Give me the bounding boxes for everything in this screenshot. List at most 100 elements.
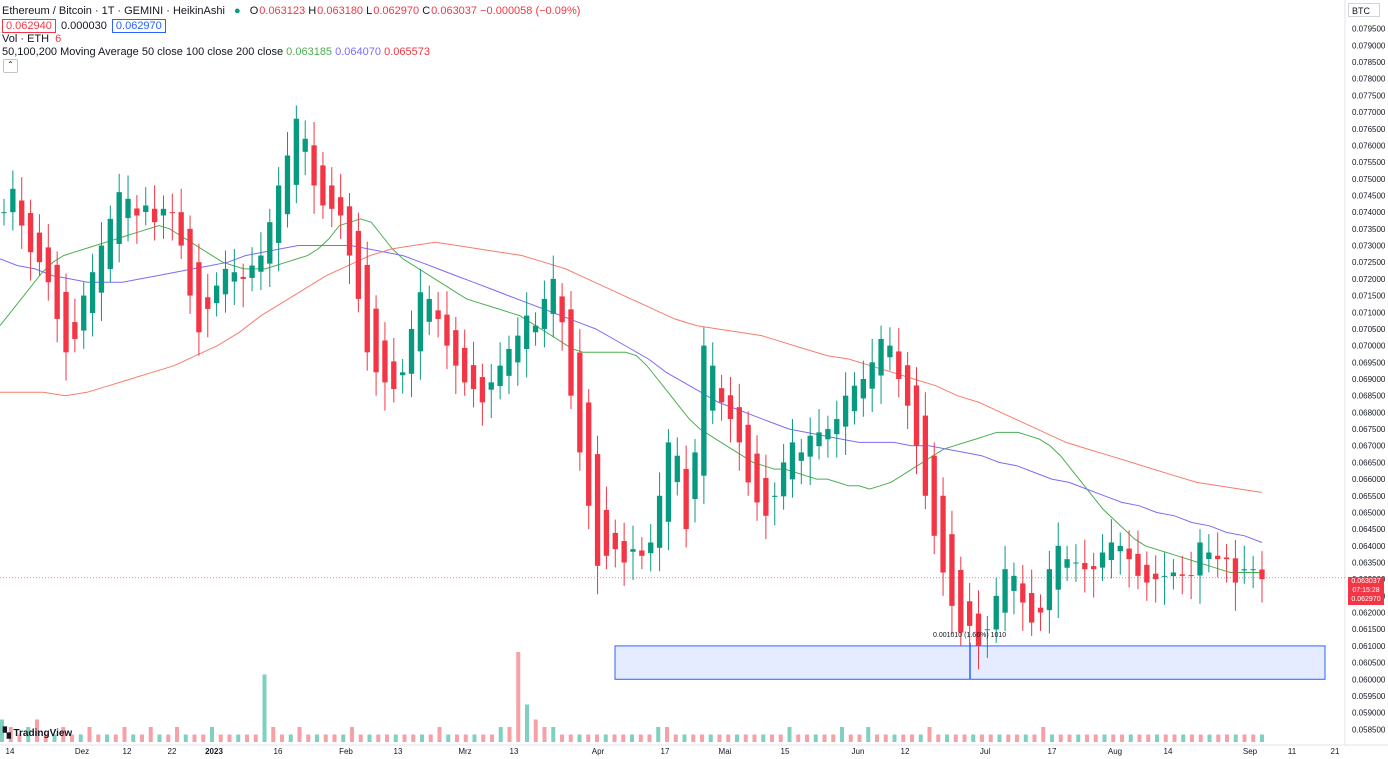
candle-body [98,245,105,293]
candle-body [302,138,308,152]
candle-body [1037,607,1044,613]
candle-body [594,454,601,566]
candle-body [1232,558,1239,583]
volume-bar [988,734,993,742]
volume-bar [551,727,556,742]
candle-body [169,212,175,214]
volume-bar [831,734,836,742]
candle-body [860,379,866,399]
candle-body [27,213,34,253]
collapse-legend-button[interactable]: ⌃ [3,59,18,73]
price-tick-label: 0.071500 [1352,292,1386,301]
volume-bar [1058,734,1063,742]
volume-bar [586,734,591,742]
candle-body [408,328,415,374]
volume-bar [1155,734,1159,742]
candle-body [417,292,424,352]
volume-bar [140,734,144,742]
buy-price-button[interactable]: 0.062970 [111,19,166,33]
sell-price-button[interactable]: 0.062940 [2,19,56,33]
candle-body [931,455,937,536]
price-tick-label: 0.068000 [1352,408,1386,417]
price-axis[interactable]: 0.079500 0.079000 0.078500 0.078000 0.077500… [1344,0,1386,745]
volume-bar [463,734,468,742]
volume-bar [201,734,206,742]
candle-body [532,325,539,333]
volume-bar [192,734,197,742]
time-tick-label: Apr [592,747,605,756]
candle-body [842,395,849,427]
currency-button[interactable]: BTC [1348,3,1380,17]
measure-range[interactable] [614,642,1326,680]
candle-body [922,415,929,496]
price-tick-label: 0.063500 [1352,559,1386,568]
candle-body [435,310,441,319]
candle-body [1091,566,1097,570]
volume-bar [971,734,976,742]
volume-bar [393,734,398,742]
candle-body [187,228,193,296]
candle-body [1029,592,1035,623]
volume-bar [875,734,879,742]
volume-bar [236,734,241,742]
volume-bar [96,734,101,742]
price-tick-label: 0.064500 [1352,525,1386,534]
volume-bar [1163,734,1168,742]
candle-body [524,315,530,350]
price-tick-label: 0.077000 [1352,108,1386,117]
candle-body [160,208,167,216]
candle-body [851,385,858,412]
volume-bar [332,734,337,742]
volume-legend[interactable]: Vol · ETH 6 [2,33,62,45]
volume-bar [367,734,372,742]
volume-bars [0,652,1264,742]
volume-bar [113,734,118,742]
volume-bar [376,734,381,742]
volume-bar [778,734,783,742]
chevron-up-icon: ⌃ [7,60,14,69]
volume-bar [105,734,109,742]
volume-bar [840,727,844,742]
candle-body [506,348,512,376]
price-tick-label: 0.078000 [1352,75,1386,84]
volume-bar [1198,734,1203,742]
price-tick-label: 0.061000 [1352,642,1386,651]
price-tick-label: 0.060500 [1352,659,1386,668]
price-tick-label: 0.074500 [1352,191,1386,200]
spread-value: 0.000030 [60,20,107,32]
symbol-title[interactable]: Ethereum / Bitcoin · 1T · GEMINI · Heiki… [2,5,225,17]
volume-bar [218,734,223,742]
price-tick-label: 0.077500 [1352,91,1386,100]
tradingview-logo[interactable]: ▚ TradingView [3,728,73,739]
candle-body [541,298,548,329]
candle-body [89,272,96,314]
candle-body [116,192,122,244]
price-tick-label: 0.065500 [1352,492,1386,501]
candle-body [1197,542,1203,576]
candle-body [984,629,991,631]
candle-body [10,188,16,213]
volume-bar [980,734,984,742]
volume-bar [175,727,179,742]
time-axis[interactable]: 14 Dez 12 22 2023 16 Feb 13 Mrz 13 Apr 17 Mai 15 Jun 12… [0,577,1388,756]
volume-bar [787,727,792,742]
volume-bar [253,734,258,742]
time-tick-label: Aug [1108,747,1122,756]
candle-body [497,365,503,387]
time-tick-label: Mai [719,747,732,756]
volume-bar [717,734,722,742]
volume-bar [271,727,276,742]
volume-bar [621,734,626,742]
candle-body [975,613,982,646]
volume-bar [752,734,757,742]
price-tick-label: 0.079000 [1352,41,1386,50]
candle-body [311,145,317,186]
candle-body [603,509,610,556]
ma-legend[interactable]: 50,100,200 Moving Average 50 close 100 c… [2,46,430,58]
price-tick-label: 0.079500 [1352,25,1386,34]
volume-bar [1102,734,1107,742]
volume-bar [411,734,416,742]
candle-body [701,345,707,476]
candle-body [391,361,397,390]
